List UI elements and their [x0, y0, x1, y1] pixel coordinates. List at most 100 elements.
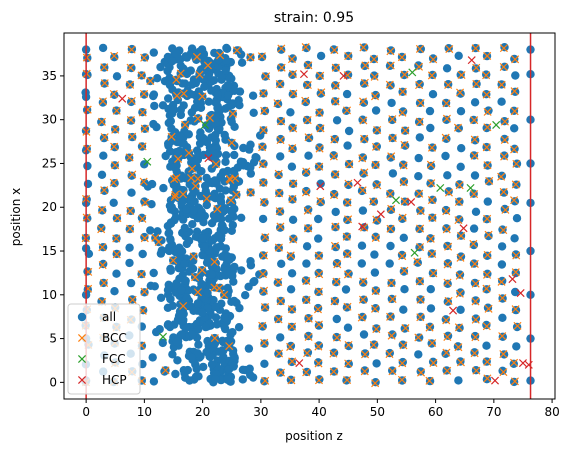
point-all — [212, 157, 221, 166]
point-bcc — [331, 97, 340, 106]
point-all — [177, 310, 187, 319]
point-bcc — [498, 294, 507, 303]
point-all — [211, 375, 220, 384]
point-bcc — [472, 79, 481, 88]
y-tick-label: 20 — [42, 200, 57, 214]
point-bcc — [386, 224, 395, 233]
point-all — [230, 262, 239, 272]
point-bcc — [331, 170, 340, 179]
point-all — [188, 330, 197, 339]
point-all — [176, 246, 186, 255]
point-all — [316, 51, 326, 61]
point-all — [370, 268, 380, 277]
point-bcc — [315, 144, 324, 153]
point-all — [165, 73, 174, 83]
point-all — [202, 200, 211, 210]
point-all — [163, 320, 173, 329]
point-bcc — [289, 89, 298, 98]
point-bcc — [414, 333, 423, 342]
point-bcc — [275, 80, 284, 89]
point-bcc — [484, 230, 493, 239]
point-bcc — [172, 91, 182, 100]
point-all — [166, 162, 175, 171]
point-bcc — [499, 62, 508, 71]
point-bcc — [369, 197, 378, 206]
point-all — [178, 79, 187, 88]
point-all — [172, 167, 181, 176]
point-bcc — [191, 182, 200, 191]
point-all — [156, 62, 165, 72]
point-bcc — [483, 107, 492, 116]
point-bcc — [98, 261, 107, 270]
point-all — [186, 90, 195, 99]
point-all — [223, 269, 233, 278]
point-all — [497, 260, 507, 269]
point-bcc — [174, 154, 183, 163]
point-bcc — [442, 207, 451, 216]
point-bcc — [302, 368, 311, 377]
point-hcp — [516, 289, 525, 298]
point-all — [169, 180, 178, 189]
point-all — [301, 168, 311, 177]
y-tick-label: 30 — [42, 113, 57, 127]
point-bcc — [274, 169, 283, 178]
point-all — [246, 169, 255, 178]
point-bcc — [167, 132, 176, 141]
point-all — [156, 293, 166, 302]
point-all — [221, 66, 230, 75]
point-all — [148, 353, 157, 362]
point-all — [244, 344, 254, 353]
point-all — [341, 285, 351, 294]
point-bcc — [398, 213, 407, 222]
legend-marker-bcc — [77, 333, 87, 343]
point-all — [211, 130, 220, 140]
point-all — [187, 108, 196, 117]
point-bcc — [246, 53, 255, 62]
point-bcc — [331, 81, 340, 90]
point-bcc — [456, 358, 465, 367]
point-bcc — [483, 123, 492, 132]
point-bcc — [193, 114, 202, 123]
point-bcc — [329, 349, 338, 358]
point-all — [207, 110, 216, 120]
point-bcc — [444, 296, 453, 305]
point-all — [221, 104, 230, 113]
point-all — [190, 197, 199, 206]
point-all — [204, 97, 213, 106]
point-all — [149, 268, 158, 278]
point-bcc — [497, 80, 506, 89]
point-bcc — [172, 75, 181, 84]
point-bcc — [220, 290, 229, 299]
point-all — [441, 151, 450, 161]
point-bcc — [345, 160, 354, 169]
point-bcc — [288, 69, 298, 78]
point-all — [214, 55, 223, 65]
point-all — [210, 339, 220, 348]
point-bcc — [343, 198, 352, 207]
point-bcc — [258, 270, 267, 279]
point-all — [188, 220, 197, 229]
point-bcc — [137, 71, 146, 80]
point-all — [302, 242, 312, 251]
point-all — [444, 187, 453, 196]
point-bcc — [472, 366, 481, 375]
point-fcc — [143, 157, 152, 166]
point-bcc — [456, 253, 465, 262]
point-bcc — [371, 304, 380, 313]
point-bcc — [415, 277, 424, 286]
point-bcc — [454, 343, 463, 352]
point-bcc — [400, 197, 409, 206]
point-bcc — [110, 142, 119, 151]
point-all — [167, 57, 177, 66]
point-all — [179, 139, 189, 149]
point-bcc — [198, 92, 207, 101]
plot-area — [81, 33, 535, 399]
point-bcc — [304, 224, 313, 233]
point-bcc — [470, 116, 479, 125]
point-bcc — [386, 61, 395, 70]
y-tick-label: 10 — [42, 288, 57, 302]
point-bcc — [302, 295, 311, 304]
point-bcc — [257, 52, 266, 61]
point-all — [457, 144, 466, 153]
point-bcc — [497, 277, 506, 286]
